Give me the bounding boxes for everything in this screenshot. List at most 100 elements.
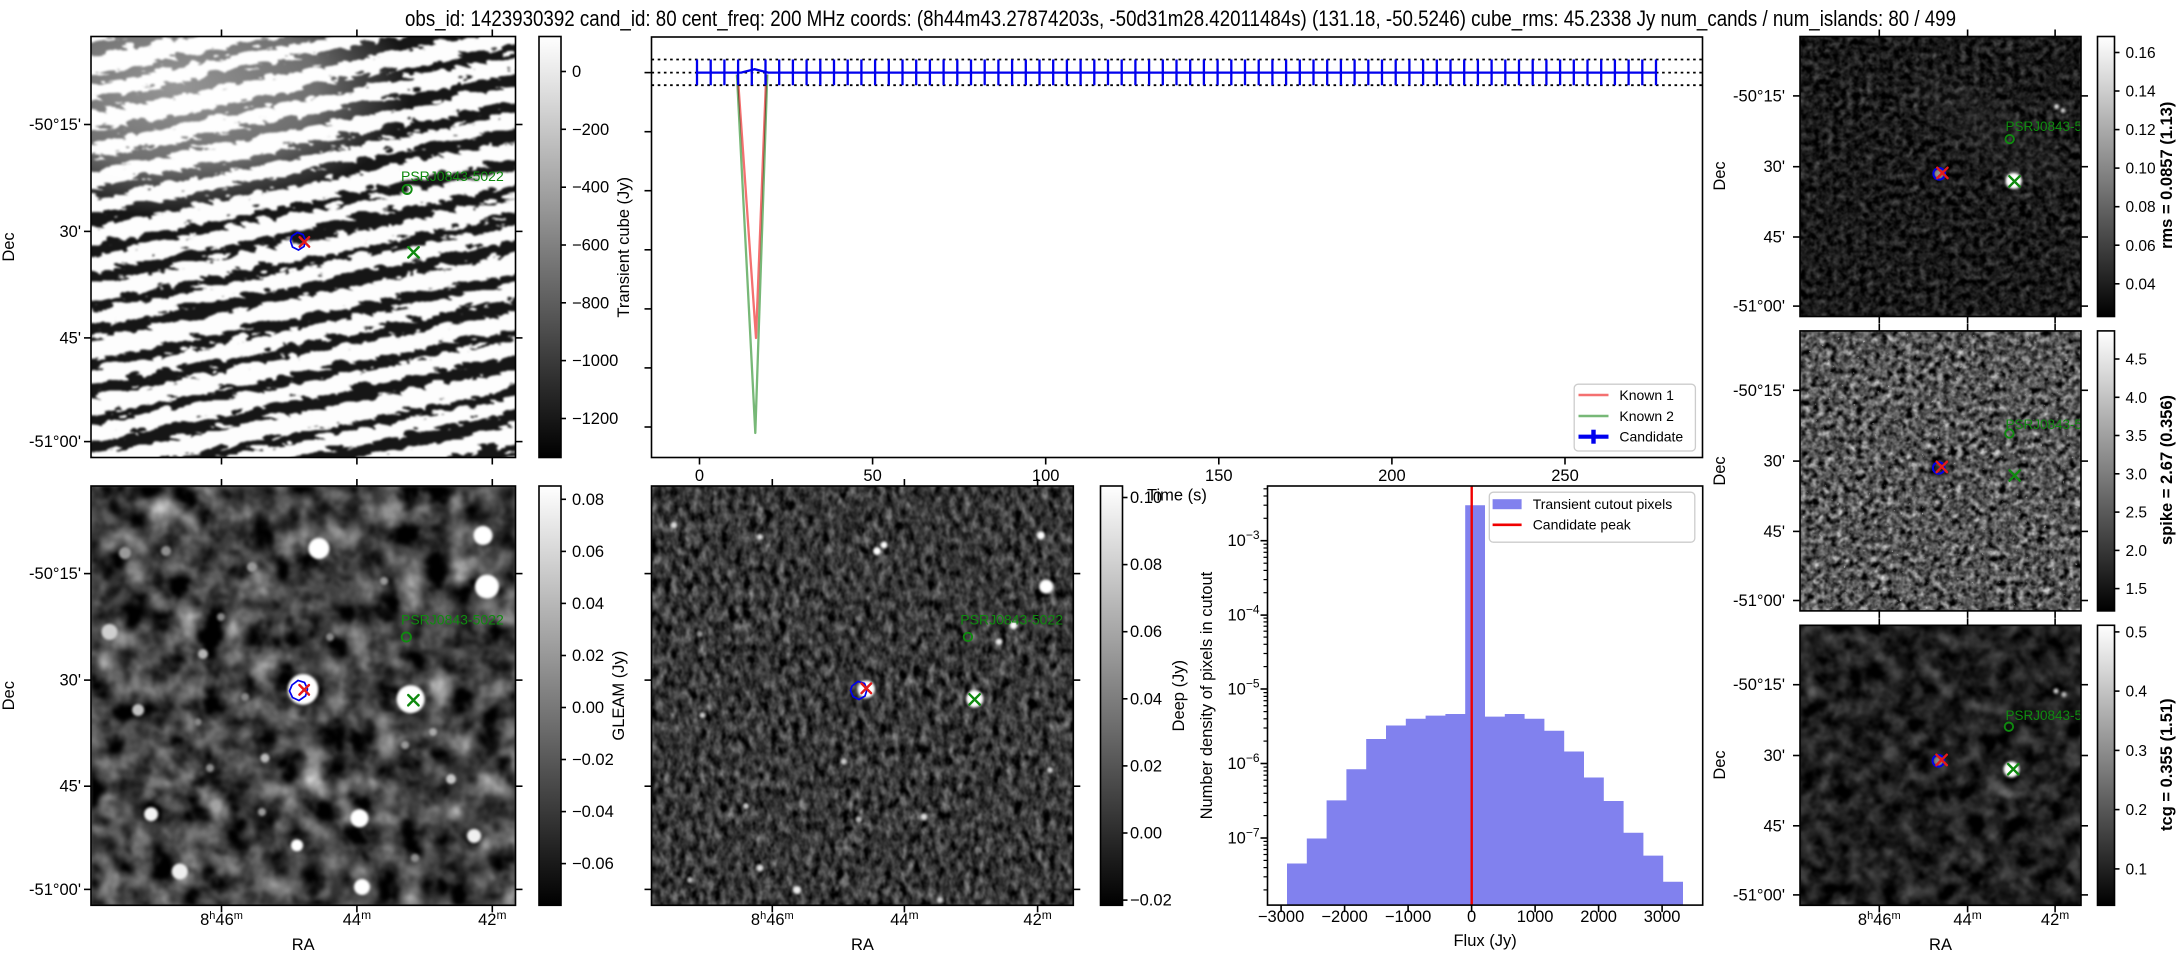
svg-text:0.06: 0.06 (572, 543, 604, 561)
svg-text:45': 45' (1763, 229, 1785, 247)
svg-text:Deep (Jy): Deep (Jy) (1170, 660, 1188, 732)
svg-text:8h46m: 8h46m (751, 910, 794, 929)
svg-text:44m: 44m (890, 908, 918, 929)
svg-text:44m: 44m (343, 908, 371, 929)
svg-text:spike = 2.67 (0.356): spike = 2.67 (0.356) (2158, 395, 2176, 545)
svg-text:2.0: 2.0 (2126, 543, 2148, 560)
svg-text:30': 30' (59, 223, 81, 241)
svg-text:3000: 3000 (1644, 908, 1681, 926)
svg-text:0: 0 (1467, 908, 1476, 926)
svg-text:−1000: −1000 (572, 352, 618, 370)
svg-text:30': 30' (1763, 453, 1785, 471)
svg-text:0.3: 0.3 (2126, 743, 2148, 760)
svg-text:-51°00': -51°00' (29, 433, 81, 451)
svg-text:-51°00': -51°00' (1733, 592, 1785, 610)
svg-text:−200: −200 (572, 121, 609, 139)
svg-text:0.10: 0.10 (1130, 489, 1162, 507)
svg-text:150: 150 (1205, 467, 1233, 485)
svg-text:Known 2: Known 2 (1619, 408, 1674, 424)
svg-text:PSRJ0843-5022: PSRJ0843-5022 (401, 612, 504, 628)
svg-text:10−4: 10−4 (1227, 603, 1259, 625)
svg-text:0.04: 0.04 (2126, 276, 2157, 293)
svg-text:45': 45' (1763, 817, 1785, 835)
svg-text:0.04: 0.04 (572, 595, 604, 613)
svg-text:45': 45' (1763, 523, 1785, 541)
svg-text:PSRJ0843-5022: PSRJ0843-5022 (2006, 119, 2105, 134)
svg-text:8h46m: 8h46m (1858, 910, 1901, 929)
svg-text:0.02: 0.02 (572, 647, 604, 665)
svg-text:RA: RA (1929, 936, 1952, 954)
svg-text:4.5: 4.5 (2126, 352, 2148, 369)
svg-text:8h46m: 8h46m (200, 910, 243, 929)
svg-text:0.08: 0.08 (1130, 556, 1162, 574)
svg-text:tcg = 0.355 (1.51): tcg = 0.355 (1.51) (2158, 698, 2176, 831)
svg-text:Dec: Dec (0, 232, 18, 261)
svg-text:0.1: 0.1 (2126, 861, 2148, 878)
svg-text:2000: 2000 (1580, 908, 1617, 926)
svg-text:obs_id: 1423930392 cand_id: 80: obs_id: 1423930392 cand_id: 80 cent_freq… (405, 6, 1956, 31)
svg-text:0.12: 0.12 (2126, 122, 2156, 139)
svg-text:−0.04: −0.04 (572, 803, 614, 821)
svg-text:30': 30' (1763, 158, 1785, 176)
svg-text:30': 30' (59, 672, 81, 690)
svg-text:0.00: 0.00 (1130, 825, 1162, 843)
svg-text:−1000: −1000 (1385, 908, 1431, 926)
svg-text:−0.02: −0.02 (1130, 892, 1172, 910)
svg-text:250: 250 (1551, 467, 1579, 485)
svg-text:1.5: 1.5 (2126, 581, 2148, 598)
svg-text:Transient cube (Jy): Transient cube (Jy) (615, 177, 633, 318)
svg-text:-50°15': -50°15' (1733, 676, 1785, 694)
svg-text:Number density of pixels in cu: Number density of pixels in cutout (1198, 571, 1216, 819)
svg-text:10−6: 10−6 (1227, 751, 1259, 773)
svg-text:0.5: 0.5 (2126, 624, 2148, 641)
svg-text:RA: RA (292, 936, 315, 954)
svg-text:GLEAM (Jy): GLEAM (Jy) (610, 651, 628, 741)
svg-text:-50°15': -50°15' (29, 116, 81, 134)
svg-text:4.0: 4.0 (2126, 390, 2148, 407)
svg-text:-50°15': -50°15' (1733, 87, 1785, 105)
svg-text:200: 200 (1378, 467, 1406, 485)
svg-text:2.5: 2.5 (2126, 505, 2148, 522)
svg-text:−1200: −1200 (572, 410, 618, 428)
svg-text:−2000: −2000 (1321, 908, 1367, 926)
svg-text:0.16: 0.16 (2126, 45, 2156, 62)
svg-text:Dec: Dec (1711, 456, 1729, 485)
svg-text:Candidate peak: Candidate peak (1533, 517, 1632, 533)
svg-text:0.00: 0.00 (572, 699, 604, 717)
svg-text:0.02: 0.02 (1130, 757, 1162, 775)
svg-text:44m: 44m (1953, 908, 1981, 929)
svg-text:−600: −600 (572, 237, 609, 255)
svg-text:-50°15': -50°15' (29, 565, 81, 583)
svg-text:Dec: Dec (1711, 750, 1729, 779)
svg-text:42m: 42m (1023, 908, 1051, 929)
svg-text:45': 45' (59, 329, 81, 347)
svg-text:PSRJ0843-5022: PSRJ0843-5022 (2006, 417, 2105, 432)
svg-text:-50°15': -50°15' (1733, 382, 1785, 400)
svg-text:PSRJ0843-5022: PSRJ0843-5022 (2006, 708, 2105, 723)
svg-text:Known 1: Known 1 (1619, 387, 1674, 403)
svg-text:Candidate: Candidate (1619, 429, 1683, 445)
svg-text:−0.02: −0.02 (572, 751, 614, 769)
svg-text:Dec: Dec (1711, 161, 1729, 190)
svg-text:Flux (Jy): Flux (Jy) (1453, 932, 1516, 950)
svg-text:42m: 42m (2041, 908, 2069, 929)
svg-text:10−5: 10−5 (1227, 677, 1259, 699)
svg-text:10−7: 10−7 (1227, 826, 1259, 848)
svg-text:0.10: 0.10 (2126, 161, 2157, 178)
svg-text:0.08: 0.08 (572, 491, 604, 509)
svg-text:PSRJ0843-5022: PSRJ0843-5022 (401, 168, 504, 184)
svg-text:-51°00': -51°00' (1733, 886, 1785, 904)
svg-text:50: 50 (863, 467, 881, 485)
svg-text:rms = 0.0857 (1.13): rms = 0.0857 (1.13) (2158, 102, 2176, 249)
svg-text:−800: −800 (572, 294, 609, 312)
svg-text:PSRJ0843-5022: PSRJ0843-5022 (960, 612, 1063, 628)
svg-text:0.2: 0.2 (2126, 802, 2148, 819)
svg-text:0: 0 (695, 467, 704, 485)
svg-text:RA: RA (851, 936, 874, 954)
svg-text:100: 100 (1032, 467, 1060, 485)
svg-text:45': 45' (59, 778, 81, 796)
svg-text:−400: −400 (572, 179, 609, 197)
svg-text:Dec: Dec (0, 681, 18, 710)
svg-text:0.14: 0.14 (2126, 84, 2157, 101)
svg-text:0.06: 0.06 (2126, 238, 2156, 255)
